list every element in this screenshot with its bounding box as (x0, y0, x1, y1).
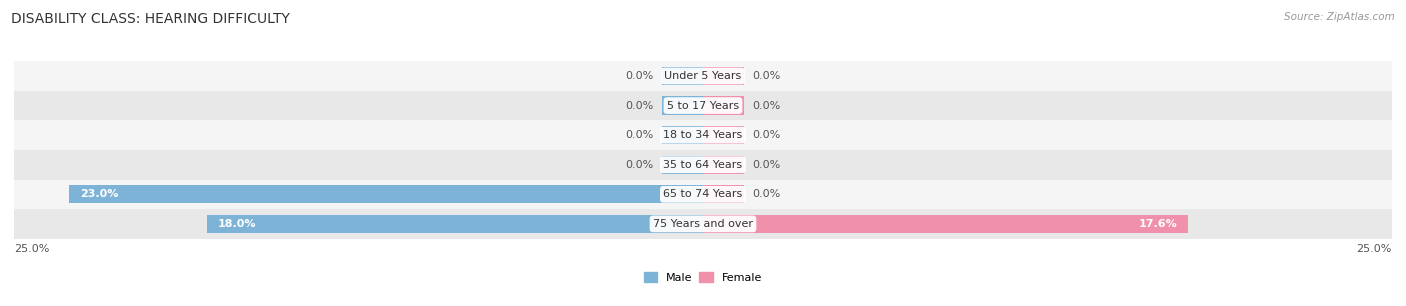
Bar (703, 215, 1188, 233)
Text: Under 5 Years: Under 5 Years (665, 71, 741, 81)
Text: 65 to 74 Years: 65 to 74 Years (664, 189, 742, 199)
Text: 0.0%: 0.0% (626, 101, 654, 110)
Bar (662, 126, 703, 144)
Text: 0.0%: 0.0% (752, 130, 780, 140)
Bar (703, 126, 744, 144)
Text: 17.6%: 17.6% (1139, 219, 1177, 229)
Bar (14, 180, 1392, 209)
Bar (662, 67, 703, 85)
Text: 35 to 64 Years: 35 to 64 Years (664, 160, 742, 170)
Bar (207, 215, 703, 233)
Bar (662, 96, 703, 115)
Text: 23.0%: 23.0% (80, 189, 118, 199)
Bar (703, 67, 744, 85)
Text: 25.0%: 25.0% (14, 244, 49, 254)
Bar (14, 91, 1392, 120)
Legend: Male, Female: Male, Female (644, 272, 762, 283)
Text: Source: ZipAtlas.com: Source: ZipAtlas.com (1284, 12, 1395, 22)
Text: 5 to 17 Years: 5 to 17 Years (666, 101, 740, 110)
Bar (69, 185, 703, 203)
Text: 0.0%: 0.0% (752, 189, 780, 199)
Bar (14, 120, 1392, 150)
Text: 0.0%: 0.0% (752, 71, 780, 81)
Text: 18 to 34 Years: 18 to 34 Years (664, 130, 742, 140)
Text: 0.0%: 0.0% (752, 160, 780, 170)
Bar (14, 150, 1392, 180)
Bar (662, 155, 703, 174)
Text: 0.0%: 0.0% (626, 71, 654, 81)
Bar (703, 185, 744, 203)
Text: DISABILITY CLASS: HEARING DIFFICULTY: DISABILITY CLASS: HEARING DIFFICULTY (11, 12, 290, 26)
Bar (703, 96, 744, 115)
Bar (14, 209, 1392, 239)
Text: 75 Years and over: 75 Years and over (652, 219, 754, 229)
Text: 25.0%: 25.0% (1357, 244, 1392, 254)
Bar (703, 155, 744, 174)
Text: 0.0%: 0.0% (626, 160, 654, 170)
Bar (14, 61, 1392, 91)
Text: 18.0%: 18.0% (218, 219, 256, 229)
Text: 0.0%: 0.0% (626, 130, 654, 140)
Text: 0.0%: 0.0% (752, 101, 780, 110)
